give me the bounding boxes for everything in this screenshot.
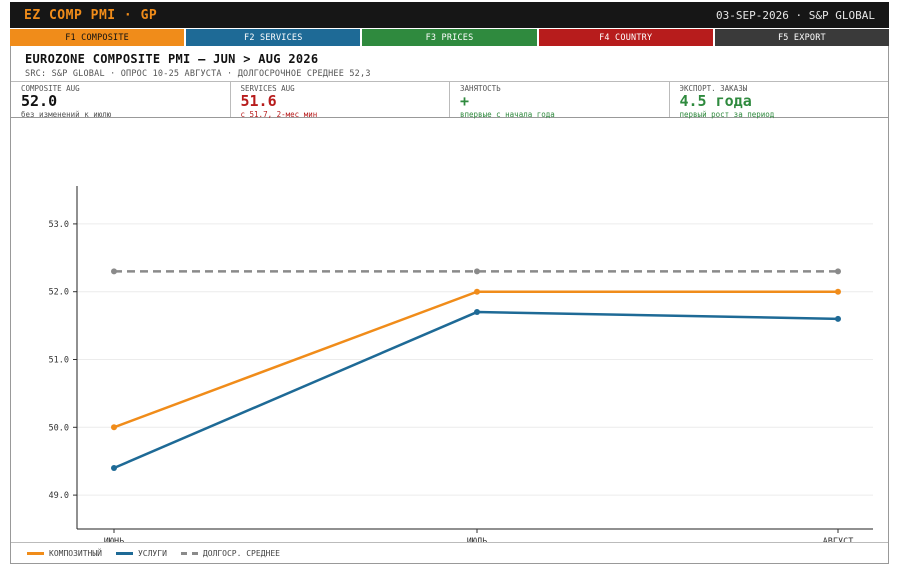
kpi-employment: ЗАНЯТОСТЬ + впервые с начала года — [450, 82, 670, 119]
fkey-country[interactable]: F4 COUNTRY — [538, 29, 713, 46]
y-tick-label: 51.0 — [49, 356, 69, 366]
kpi-value: + — [460, 92, 470, 110]
kpi-label: ЗАНЯТОСТЬ — [460, 84, 501, 93]
kpi-value: 51.6 — [240, 92, 277, 110]
kpi-label: COMPOSITE AUG — [21, 84, 80, 93]
app-frame: EZ COMP PMI · GP 03-SEP-2026 · S&P GLOBA… — [10, 2, 890, 564]
data-point — [111, 268, 117, 275]
source-note: SRC: S&P GLOBAL · ОПРОС 10-25 АВГУСТА · … — [25, 69, 371, 79]
data-point — [474, 309, 480, 316]
data-point — [835, 268, 841, 275]
kpi-services: SERVICES AUG 51.6 с 51.7, 2-мес мин — [231, 82, 450, 119]
kpi-export-orders: ЭКСПОРТ. ЗАКАЗЫ 4.5 года первый рост за … — [670, 82, 889, 119]
chart-area: 49.0 50.0 51.0 52.0 53.0 ИЮНЬ ИЮЛЬ АВГУСТ — [11, 162, 888, 547]
data-point — [474, 288, 480, 295]
legend-swatch — [115, 551, 133, 555]
data-point — [835, 288, 841, 295]
kpi-strip: COMPOSITE AUG 52.0 без изменений к июлю … — [11, 82, 889, 119]
y-tick-label: 50.0 — [49, 423, 69, 433]
y-tick-label: 49.0 — [49, 491, 69, 501]
date-source: 03-SEP-2026 · S&P GLOBAL — [716, 8, 875, 22]
kpi-value: 4.5 года — [679, 92, 752, 110]
function-key-bar: F1 COMPOSITE F2 SERVICES F3 PRICES F4 CO… — [10, 29, 890, 46]
kpi-note: с 51.7, 2-мес мин — [240, 110, 318, 119]
main-panel: EUROZONE COMPOSITE PMI — JUN > AUG 2026 … — [10, 46, 889, 564]
fkey-services[interactable]: F2 SERVICES — [186, 29, 361, 46]
data-point — [111, 464, 117, 471]
chart-header: EUROZONE COMPOSITE PMI — JUN > AUG 2026 … — [11, 46, 888, 82]
kpi-note: впервые с начала года — [460, 110, 555, 119]
legend-item-services: УСЛУГИ — [115, 548, 167, 558]
data-point — [111, 424, 117, 431]
fkey-prices[interactable]: F3 PRICES — [362, 29, 537, 46]
kpi-label: SERVICES AUG — [240, 84, 295, 93]
chart-legend: КОМПОЗИТНЫЙ УСЛУГИ ДОЛГОСР. СРЕДНЕЕ — [11, 542, 888, 563]
legend-label: ДОЛГОСР. СРЕДНЕЕ — [202, 548, 280, 558]
y-tick-label: 52.0 — [49, 288, 69, 298]
kpi-label: ЭКСПОРТ. ЗАКАЗЫ — [679, 84, 748, 93]
fkey-composite[interactable]: F1 COMPOSITE — [10, 29, 185, 46]
kpi-value: 52.0 — [21, 92, 58, 110]
legend-swatch — [180, 551, 198, 555]
legend-label: КОМПОЗИТНЫЙ — [49, 548, 102, 558]
fkey-export[interactable]: F5 EXPORT — [714, 29, 890, 46]
kpi-composite: COMPOSITE AUG 52.0 без изменений к июлю — [11, 82, 231, 119]
app-title: EZ COMP PMI · GP — [24, 7, 158, 23]
legend-item-composite: КОМПОЗИТНЫЙ — [27, 549, 102, 558]
legend-label: УСЛУГИ — [137, 548, 167, 558]
kpi-note: без изменений к июлю — [21, 110, 112, 119]
data-point — [474, 268, 480, 275]
data-point — [835, 315, 841, 322]
kpi-note: первый рост за период — [679, 110, 775, 119]
legend-item-long-term-average: ДОЛГОСР. СРЕДНЕЕ — [180, 548, 280, 558]
legend-swatch — [27, 551, 44, 555]
y-tick-label: 53.0 — [49, 220, 69, 230]
series-line — [113, 310, 839, 470]
page-title: EUROZONE COMPOSITE PMI — JUN > AUG 2026 — [25, 52, 319, 66]
top-bar: EZ COMP PMI · GP 03-SEP-2026 · S&P GLOBA… — [10, 2, 889, 28]
